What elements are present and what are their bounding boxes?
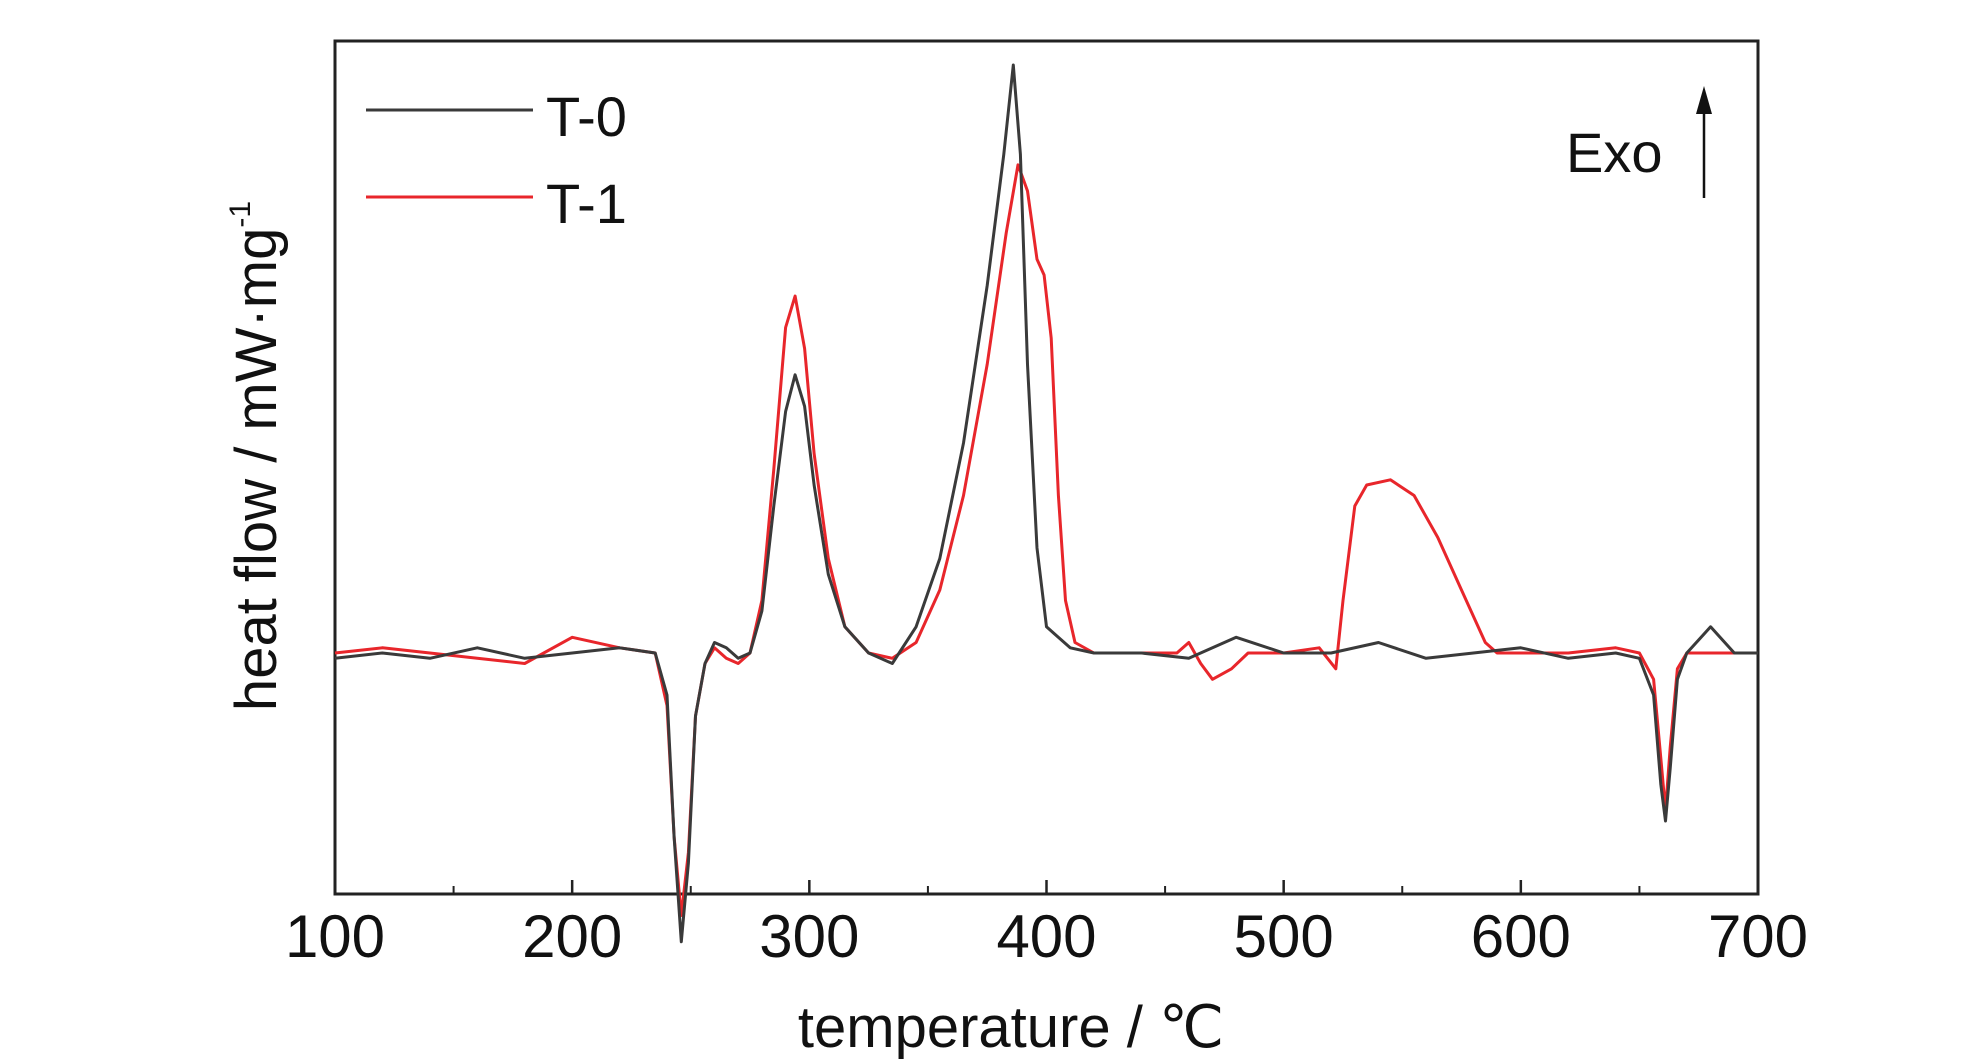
y-axis-label: heat flow / mW·mg-1 [224, 201, 289, 711]
series-layer [334, 63, 1758, 944]
x-tick-label: 300 [759, 903, 859, 970]
exo-label: Exo [1566, 121, 1663, 184]
series-line-t-0 [334, 63, 1758, 944]
plot-frame [333, 39, 1760, 896]
x-axis-label: temperature / ℃ [798, 995, 1224, 1060]
x-tick-label: 500 [1234, 903, 1334, 970]
y-axis-label-sup: -1 [224, 201, 257, 228]
x-tick-label: 200 [522, 903, 622, 970]
x-tick-label: 400 [996, 903, 1096, 970]
legend: T-0 T-1 [366, 85, 627, 235]
x-tick-label: 100 [285, 903, 385, 970]
series-line-t-1 [334, 163, 1758, 917]
x-axis: 100 200 300 400 500 600 700 [285, 880, 1808, 970]
y-axis-label-main: heat flow / mW·mg [224, 228, 289, 711]
legend-label-t1: T-1 [546, 172, 627, 235]
x-tick-label: 700 [1708, 903, 1808, 970]
exo-annotation: Exo [1566, 86, 1712, 198]
legend-label-t0: T-0 [546, 85, 627, 148]
arrow-head-icon [1696, 86, 1712, 114]
x-tick-label: 600 [1471, 903, 1571, 970]
